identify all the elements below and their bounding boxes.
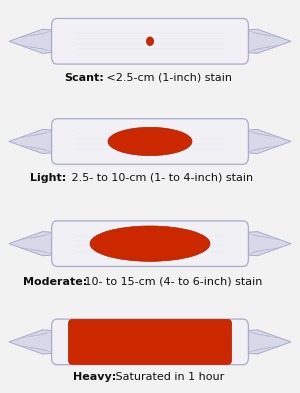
Ellipse shape bbox=[90, 226, 210, 261]
Polygon shape bbox=[243, 330, 291, 354]
Polygon shape bbox=[9, 231, 57, 256]
Text: 2.5- to 10-cm (1- to 4-inch) stain: 2.5- to 10-cm (1- to 4-inch) stain bbox=[68, 173, 253, 183]
FancyBboxPatch shape bbox=[52, 18, 248, 64]
Text: Moderate:: Moderate: bbox=[23, 277, 87, 287]
Polygon shape bbox=[9, 29, 57, 53]
FancyBboxPatch shape bbox=[52, 221, 248, 266]
Text: 10- to 15-cm (4- to 6-inch) stain: 10- to 15-cm (4- to 6-inch) stain bbox=[81, 277, 262, 287]
FancyBboxPatch shape bbox=[68, 320, 232, 364]
Polygon shape bbox=[243, 29, 291, 53]
Text: <2.5-cm (1-inch) stain: <2.5-cm (1-inch) stain bbox=[103, 73, 232, 83]
Text: Saturated in 1 hour: Saturated in 1 hour bbox=[112, 372, 224, 382]
Polygon shape bbox=[243, 129, 291, 154]
Polygon shape bbox=[243, 231, 291, 256]
Ellipse shape bbox=[108, 127, 192, 156]
FancyBboxPatch shape bbox=[52, 119, 248, 164]
Polygon shape bbox=[9, 129, 57, 154]
Text: Light:: Light: bbox=[30, 173, 66, 183]
Text: Scant:: Scant: bbox=[64, 73, 104, 83]
Ellipse shape bbox=[146, 37, 154, 46]
Text: Heavy:: Heavy: bbox=[73, 372, 116, 382]
Polygon shape bbox=[9, 330, 57, 354]
FancyBboxPatch shape bbox=[52, 319, 248, 365]
